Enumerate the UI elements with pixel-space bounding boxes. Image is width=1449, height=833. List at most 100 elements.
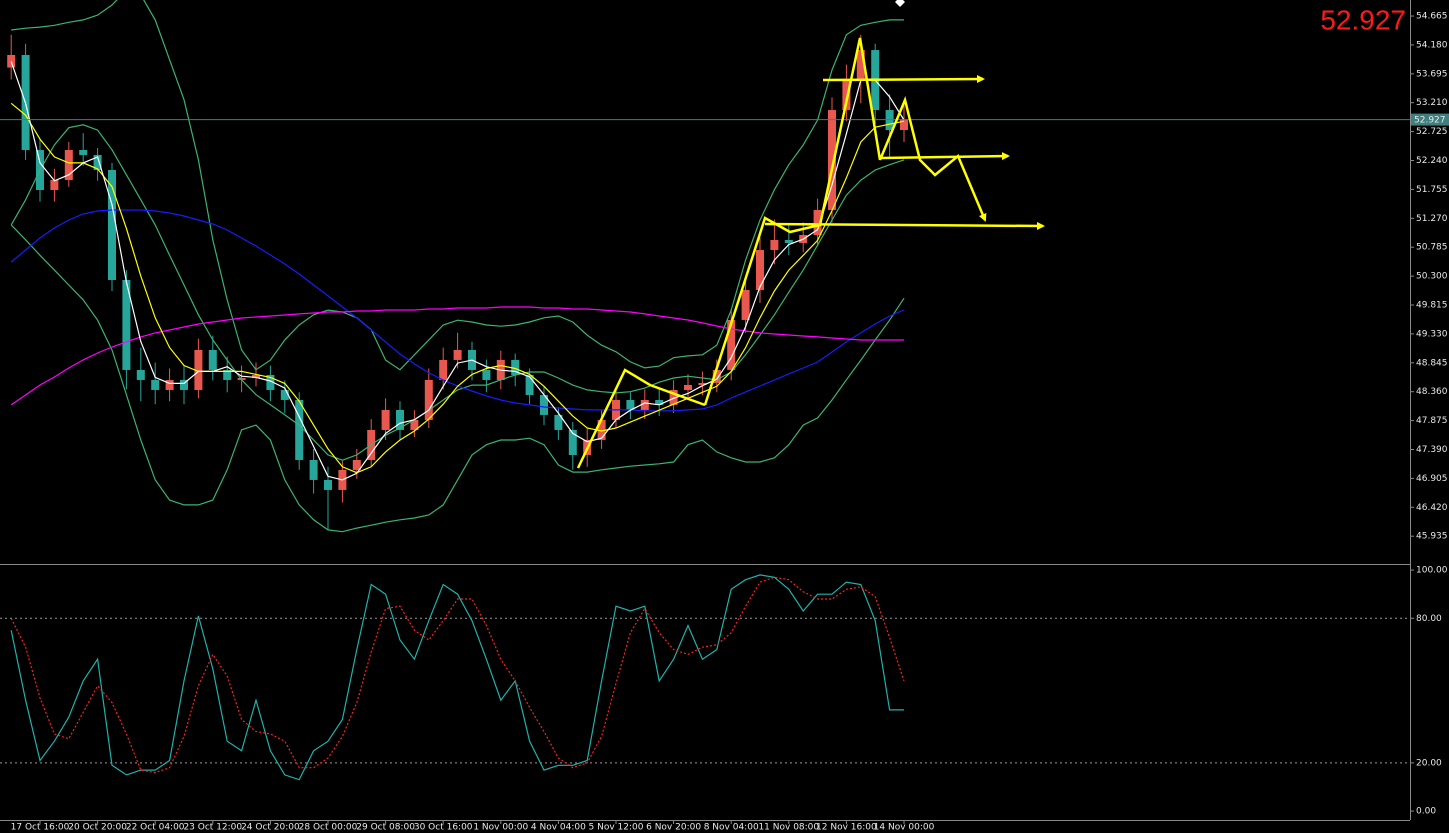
indicator-line xyxy=(10,61,905,481)
y-tick-label: 47.875 xyxy=(1416,416,1448,426)
candle-body xyxy=(165,379,174,390)
y-tick-label: 47.390 xyxy=(1416,445,1448,455)
candle-body xyxy=(813,209,822,235)
y-tick-label: 51.270 xyxy=(1416,214,1448,224)
x-tick-label: 29 Oct 08:00 xyxy=(356,823,415,833)
candle-body xyxy=(223,369,232,380)
candle-body xyxy=(540,394,548,415)
y-tick-label: 46.420 xyxy=(1416,503,1448,513)
candle-body xyxy=(64,150,73,181)
candle-body xyxy=(424,379,433,420)
y-tick-label: 49.815 xyxy=(1416,301,1448,311)
indicator-line xyxy=(10,574,904,781)
y-tick-label: 45.935 xyxy=(1416,532,1448,542)
indicator-line xyxy=(10,102,905,474)
x-tick-label: 1 Nov 00:00 xyxy=(473,823,528,833)
indicator-line xyxy=(10,576,905,774)
candle-body xyxy=(439,359,448,380)
candle-body xyxy=(136,369,145,380)
candle-body xyxy=(122,279,131,370)
candle-body xyxy=(597,419,606,440)
candle-body xyxy=(208,349,217,370)
x-tick-label: 28 Oct 00:00 xyxy=(299,823,358,833)
marker xyxy=(895,0,905,7)
candle-body xyxy=(266,374,275,390)
candle-body xyxy=(79,150,88,155)
x-tick-label: 23 Oct 12:00 xyxy=(183,823,242,833)
y-tick-label: 48.845 xyxy=(1416,358,1448,368)
candle-body xyxy=(828,110,836,210)
candle-body xyxy=(324,479,332,490)
candle-body xyxy=(900,119,908,131)
y-tick-label: 54.665 xyxy=(1416,12,1448,22)
candle-body xyxy=(640,399,649,410)
x-tick-label: 22 Oct 04:00 xyxy=(126,823,185,833)
annotation-arrow xyxy=(879,152,1010,161)
x-tick-label: 11 Nov 08:00 xyxy=(758,823,819,833)
price-pane xyxy=(0,0,1410,533)
candle-body xyxy=(669,389,678,405)
candle-body xyxy=(684,384,692,390)
y-tick-label: 80.00 xyxy=(1416,614,1442,624)
candle-body xyxy=(698,382,707,385)
x-tick-label: 17 Oct 16:00 xyxy=(11,823,70,833)
y-tick-label: 52.240 xyxy=(1416,156,1448,166)
x-tick-label: 5 Nov 12:00 xyxy=(589,823,644,833)
y-tick-label: 0.00 xyxy=(1416,807,1436,817)
candle-body xyxy=(784,240,793,243)
x-tick-label: 8 Nov 04:00 xyxy=(704,823,759,833)
candle-body xyxy=(309,459,318,480)
candle-body xyxy=(770,240,779,251)
y-tick-label: 52.725 xyxy=(1416,127,1448,137)
y-tick-label: 46.905 xyxy=(1416,474,1448,484)
indicator-line xyxy=(11,0,904,371)
y-tick-label: 100.00 xyxy=(1416,566,1448,576)
y-tick-label: 48.360 xyxy=(1416,387,1448,397)
candle-body xyxy=(410,419,419,430)
candle-body xyxy=(741,289,750,320)
candle-body xyxy=(7,54,16,68)
candle-body xyxy=(280,389,289,400)
y-tick-label: 50.785 xyxy=(1416,243,1448,253)
candle-body xyxy=(252,374,260,378)
axes: 54.665 54.180 53.695 53.210 52.725 52.240 51.7… xyxy=(11,12,1449,833)
x-tick-label: 14 Nov 00:00 xyxy=(874,823,935,833)
candle-body xyxy=(511,359,520,375)
y-tick-label: 50.300 xyxy=(1416,272,1448,282)
last-price-box xyxy=(1411,113,1449,126)
candle-body xyxy=(727,319,736,370)
candle-body xyxy=(756,250,764,290)
candle-body xyxy=(453,349,462,360)
candle-body xyxy=(525,374,534,395)
y-tick-label: 51.755 xyxy=(1416,185,1448,195)
x-tick-label: 20 Oct 20:00 xyxy=(68,823,127,833)
candle-body xyxy=(842,80,851,111)
candle-body xyxy=(482,369,491,380)
annotation-arrow xyxy=(703,37,882,406)
candle-body xyxy=(712,369,721,383)
indicator-line xyxy=(10,224,905,533)
y-tick-label: 53.695 xyxy=(1416,69,1448,79)
y-tick-label: 20.00 xyxy=(1416,758,1442,768)
x-tick-label: 4 Nov 04:00 xyxy=(531,823,586,833)
x-tick-label: 30 Oct 16:00 xyxy=(414,823,473,833)
indicator-line xyxy=(10,306,904,406)
candle-body xyxy=(108,169,116,280)
annotation-arrow xyxy=(576,368,706,469)
candle-body xyxy=(655,399,664,405)
candle-body xyxy=(194,349,203,390)
stochastic-pane xyxy=(0,574,1410,781)
candle-body xyxy=(568,429,577,455)
annotation-arrow xyxy=(764,221,1045,230)
x-tick-label: 12 Nov 16:00 xyxy=(816,823,877,833)
candle-body xyxy=(554,414,563,430)
indicator-line xyxy=(10,124,905,461)
candle-body xyxy=(151,379,160,390)
candle-body xyxy=(93,154,102,170)
last-price-label: 52.927 xyxy=(1414,116,1446,126)
annotation-arrow xyxy=(822,75,985,84)
x-tick-label: 6 Nov 20:00 xyxy=(646,823,701,833)
candle-body xyxy=(856,50,865,81)
